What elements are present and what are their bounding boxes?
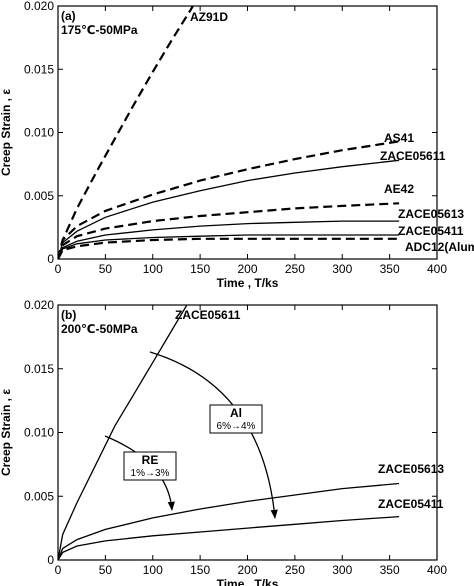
series-line-zace05611 (58, 305, 188, 560)
series-label: ZACE05613 (398, 207, 464, 221)
x-tick-label: 200 (237, 262, 257, 276)
x-tick-label: 150 (190, 262, 210, 276)
series-label: AS41 (384, 131, 414, 145)
x-tick-label: 300 (332, 262, 352, 276)
panel-label: (a) (61, 9, 76, 23)
y-tick-label: 0.020 (24, 0, 54, 13)
series-label: AE42 (384, 182, 414, 196)
series-label: AZ91D (190, 10, 228, 24)
x-tick-label: 250 (285, 563, 305, 577)
y-tick-label: 0.005 (24, 489, 54, 503)
annotation-change: 6%→4% (217, 421, 256, 432)
test-condition: 175℃-50MPa (61, 23, 138, 37)
y-tick-label: 0.005 (24, 189, 54, 203)
panel-b: 0 50 100 150 200 250 300 350 400 0 0.005 0.010 0.015… (0, 298, 447, 586)
annotation-box (123, 451, 177, 481)
x-axis-label: Time , T/ks (217, 577, 279, 586)
annotation-box (209, 404, 263, 434)
series-label: ZACE05611 (175, 308, 241, 322)
y-tick-label: 0.020 (24, 298, 54, 312)
series-line-zace05613 (58, 482, 400, 560)
x-tick-label: 350 (380, 262, 400, 276)
series-line-az91d (58, 6, 195, 259)
x-tick-label: 50 (99, 262, 113, 276)
x-tick-label: 0 (55, 563, 62, 577)
y-tick-label: 0.015 (24, 62, 54, 76)
x-tick-label: 300 (332, 563, 352, 577)
x-tick-label: 400 (427, 262, 447, 276)
series-label: ZACE05411 (378, 497, 444, 511)
annotation-change: 1%→3% (131, 468, 170, 479)
series-label: ZACE05411 (398, 224, 464, 238)
y-tick-label: 0 (47, 252, 54, 266)
panel-a: 0 50 100 150 200 250 300 350 400 0 0.005 0.010 0.015… (0, 0, 474, 290)
y-axis-label: Creep Strain , ε (0, 389, 13, 476)
series-line-zace05411 (58, 515, 400, 560)
x-tick-label: 100 (143, 262, 163, 276)
y-tick-label: 0.010 (24, 426, 54, 440)
test-condition: 200℃-50MPa (61, 322, 138, 336)
y-tick-label: 0.015 (24, 362, 54, 376)
series-label: ADC12(Aluminum Alloy) (405, 240, 474, 254)
series-line-zace05613 (58, 220, 400, 259)
x-tick-label: 400 (427, 563, 447, 577)
x-axis-label: Time , T/ks (217, 276, 279, 290)
y-tick-label: 0.010 (24, 126, 54, 140)
series-line-zace05611 (58, 159, 400, 259)
series-label: ZACE05613 (378, 462, 444, 476)
x-tick-label: 0 (55, 262, 62, 276)
y-tick-label: 0 (47, 553, 54, 567)
y-axis-label: Creep Strain , ε (0, 89, 13, 176)
re-annotation: RE1%→3% (123, 451, 177, 481)
series-line-ae42 (58, 202, 400, 259)
al-annotation: Al6%→4% (209, 404, 263, 434)
x-tick-label: 100 (143, 563, 163, 577)
x-tick-label: 50 (99, 563, 113, 577)
series-line-zace05411 (58, 234, 400, 259)
series-label: ZACE05611 (380, 149, 446, 163)
annotation-title: RE (142, 453, 159, 467)
series-line-as41 (58, 140, 400, 259)
x-tick-label: 150 (190, 563, 210, 577)
panel-label: (b) (61, 308, 76, 322)
x-tick-label: 250 (285, 262, 305, 276)
annotation-title: Al (230, 406, 242, 420)
x-tick-label: 200 (237, 563, 257, 577)
series-line-adc12-aluminum-alloy- (58, 237, 400, 259)
x-tick-label: 350 (380, 563, 400, 577)
